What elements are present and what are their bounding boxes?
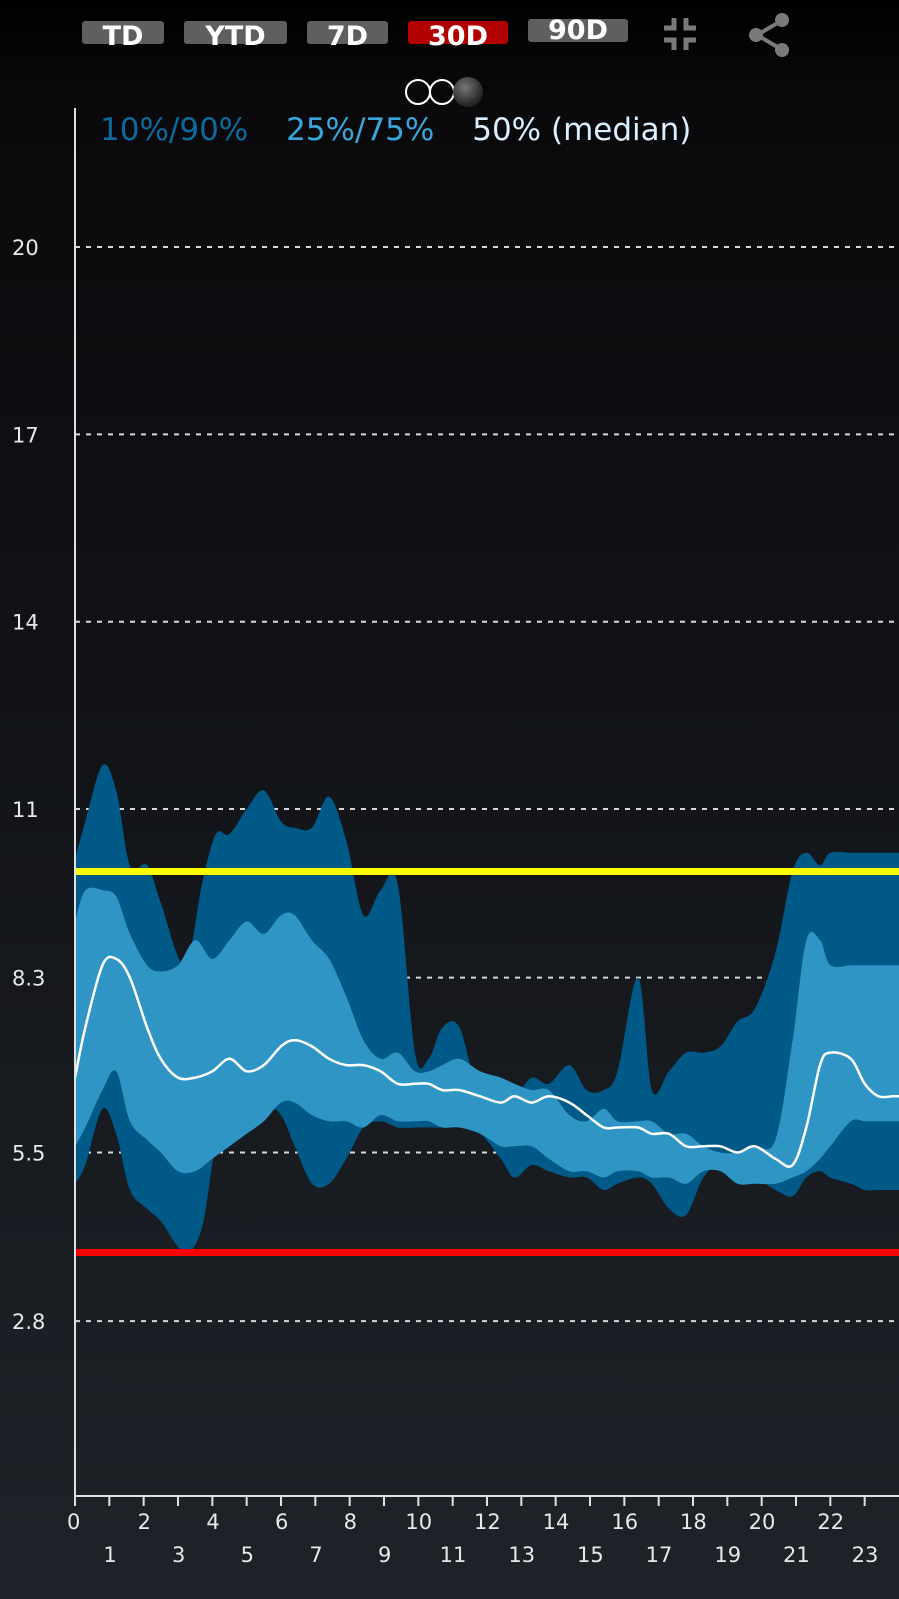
range-90d-button[interactable]: 90D	[528, 15, 628, 46]
x-tick-label-22: 22	[817, 1510, 844, 1534]
x-tick-label-6: 6	[275, 1510, 288, 1534]
range-7d-button[interactable]: 7D	[307, 21, 388, 52]
x-tick-label-23: 23	[852, 1543, 879, 1567]
x-tick-label-16: 16	[611, 1510, 638, 1534]
x-tick-label-9: 9	[378, 1543, 391, 1567]
x-tick-label-15: 15	[577, 1543, 604, 1567]
y-tick-label-11: 11	[12, 798, 39, 822]
legend-median: 50% (median)	[472, 112, 692, 148]
y-tick-label-2.8: 2.8	[12, 1310, 45, 1334]
band-25-75	[75, 887, 899, 1185]
y-tick-label-20: 20	[12, 236, 39, 260]
chart-legend: 10%/90% 25%/75% 50% (median)	[100, 112, 719, 148]
x-tick-label-19: 19	[714, 1543, 741, 1567]
x-tick-label-7: 7	[309, 1543, 322, 1567]
x-tick-label-0: 0	[67, 1510, 80, 1534]
y-tick-label-14: 14	[12, 611, 39, 635]
x-tick-label-21: 21	[783, 1543, 810, 1567]
x-tick-label-5: 5	[241, 1543, 254, 1567]
band-10-90	[75, 764, 899, 1253]
median-line	[73, 955, 899, 1168]
range-30d-button[interactable]: 30D	[408, 21, 508, 52]
range-ytd-button[interactable]: YTD	[184, 21, 287, 52]
legend-25-75: 25%/75%	[286, 112, 435, 148]
y-tick-label-17: 17	[12, 423, 39, 447]
x-tick-label-14: 14	[543, 1510, 570, 1534]
x-tick-label-8: 8	[344, 1510, 357, 1534]
x-tick-label-20: 20	[749, 1510, 776, 1534]
y-tick-label-5.5: 5.5	[12, 1142, 45, 1166]
x-tick-label-3: 3	[172, 1543, 185, 1567]
page-dot-3-active[interactable]	[453, 77, 483, 107]
x-tick-label-2: 2	[138, 1510, 151, 1534]
x-tick-label-1: 1	[103, 1543, 116, 1567]
x-tick-label-4: 4	[206, 1510, 219, 1534]
collapse-icon[interactable]	[660, 14, 700, 54]
share-icon[interactable]	[745, 10, 795, 60]
x-tick-label-17: 17	[646, 1543, 673, 1567]
page-indicator[interactable]	[405, 76, 495, 110]
x-tick-label-13: 13	[508, 1543, 535, 1567]
legend-10-90: 10%/90%	[100, 112, 249, 148]
y-tick-label-8.3: 8.3	[12, 967, 45, 991]
x-tick-label-11: 11	[440, 1543, 467, 1567]
range-td-button[interactable]: TD	[82, 21, 164, 52]
x-tick-label-18: 18	[680, 1510, 707, 1534]
x-tick-label-12: 12	[474, 1510, 501, 1534]
toolbar: TD YTD 7D 30D 90D	[0, 0, 899, 70]
x-tick-label-10: 10	[405, 1510, 432, 1534]
